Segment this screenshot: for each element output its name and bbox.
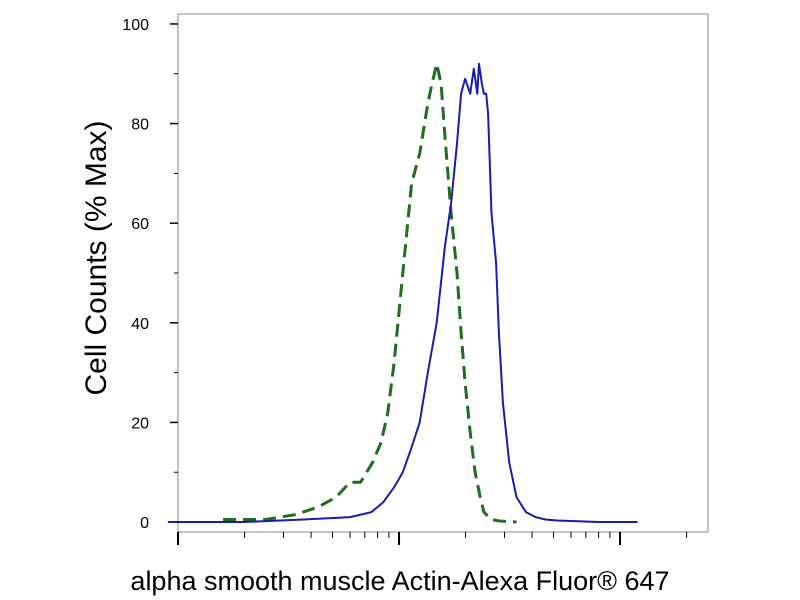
- y-tick-label: 40: [131, 316, 149, 333]
- y-tick-label: 100: [122, 17, 149, 34]
- y-axis-title: Cell Counts (% Max): [80, 120, 113, 395]
- y-tick-label: 80: [131, 117, 149, 134]
- solid-histogram-line: [167, 62, 638, 523]
- x-axis-title: alpha smooth muscle Actin-Alexa Fluor® 6…: [130, 566, 669, 596]
- dashed-histogram-line: [223, 62, 517, 524]
- y-tick-label: 0: [140, 515, 149, 532]
- y-tick-label: 60: [131, 216, 149, 233]
- y-tick-label: 20: [131, 415, 149, 432]
